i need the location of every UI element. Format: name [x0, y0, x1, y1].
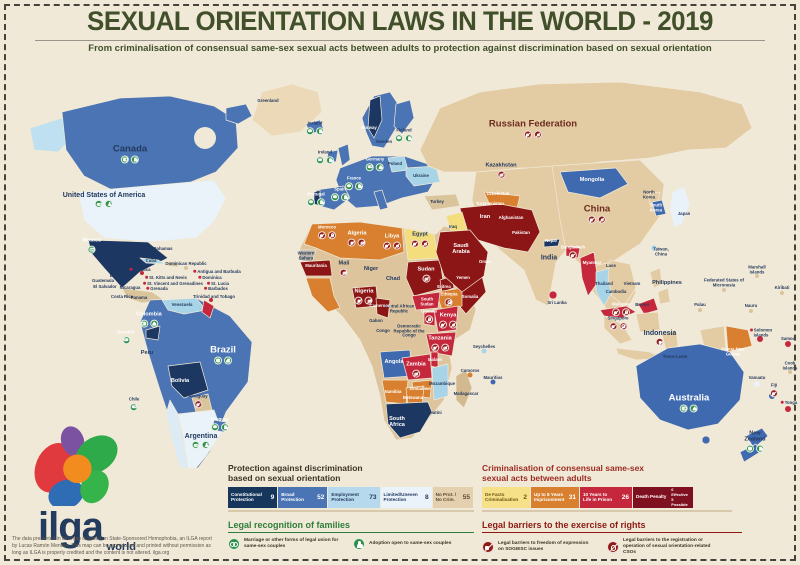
- legend-barriers-title: Legal barriers to the exercise of rights: [482, 520, 742, 534]
- page-subtitle: From criminalisation of consensual same-…: [88, 43, 712, 54]
- legend-protection-scale: Constitutional Protection 9 Broad Protecti…: [228, 486, 474, 508]
- footer-credit: The data presented in this map is based …: [12, 536, 212, 556]
- ilga-logo: ilga world: [28, 424, 158, 553]
- legend-chip: Broad Protection 52: [278, 486, 328, 508]
- legend-item-expr: Legal barriers to freedom of expression …: [482, 538, 593, 556]
- legend-criminalisation-scale: De Facto Criminalisation 2 Up to 8 Years I…: [482, 486, 732, 508]
- legend-chip: 10 Years to Life in Prison 26: [580, 486, 632, 508]
- legend-chip: Limited/Uneven Protection 8: [380, 486, 432, 508]
- ilga-wordmark-sub: world: [106, 541, 136, 553]
- header: SEXUAL ORIENTATION LAWS IN THE WORLD - 2…: [0, 6, 800, 54]
- legend-families: Legal recognition of families Marriage o…: [228, 520, 474, 551]
- legend-barriers: Legal barriers to the exercise of rights…: [482, 520, 742, 556]
- ilga-flower-icon: [34, 426, 118, 510]
- legend-protection-title: Protection against discrimination based …: [228, 463, 363, 483]
- title-divider: [35, 40, 765, 41]
- rings-icon: [228, 538, 240, 551]
- legend-chip: No Prot. / No Crim. 55: [432, 486, 473, 508]
- legend-protection: Protection against discrimination based …: [228, 463, 474, 512]
- legend-chip: Constitutional Protection 9: [228, 486, 278, 508]
- legend-item-person: Adoption open to same-sex couples: [353, 538, 451, 551]
- cso-icon: [607, 541, 619, 554]
- person-icon: [353, 538, 365, 551]
- legend-families-title: Legal recognition of families: [228, 520, 474, 534]
- legend-criminalisation: Criminalisation of consensual same-sex s…: [482, 463, 732, 512]
- legend-item-rings: Marriage or other forms of legal union f…: [228, 538, 339, 551]
- legend-chip: De Facto Criminalisation 2: [482, 486, 530, 508]
- page-title: SEXUAL ORIENTATION LAWS IN THE WORLD - 2…: [87, 6, 713, 36]
- legend-chip: Death Penalty 6 Effective 5 Possible: [633, 486, 693, 508]
- ilga-wordmark: ilga: [38, 505, 104, 549]
- expr-icon: [482, 541, 494, 554]
- legend-item-cso: Legal barriers to the registration or op…: [607, 538, 718, 556]
- legend-chip: Employment Protection 73: [328, 486, 380, 508]
- world-map: Greenland Canada United States of America M…: [0, 62, 800, 482]
- legend-criminalisation-title: Criminalisation of consensual same-sex s…: [482, 463, 645, 483]
- legend-chip: Up to 8 Years Imprisonment 31: [531, 486, 579, 508]
